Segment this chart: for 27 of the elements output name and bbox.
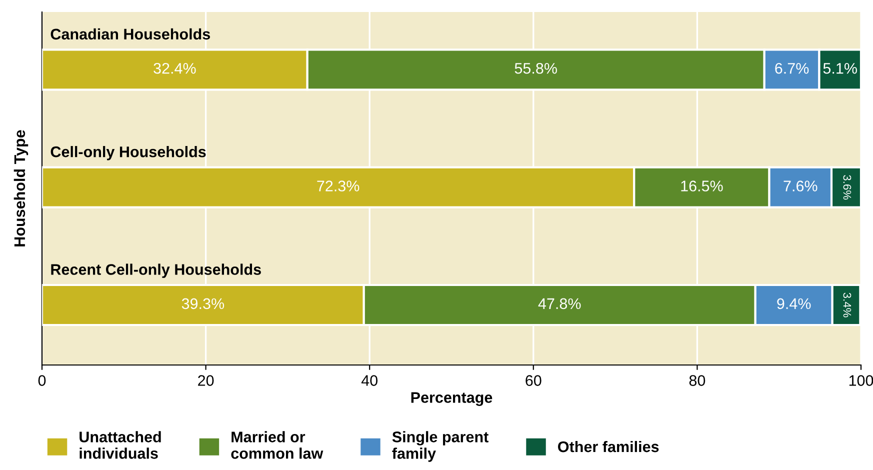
x-axis-title: Percentage	[411, 392, 492, 406]
y-axis-title: Household Type	[14, 130, 28, 246]
legend-label: Single parent family	[392, 431, 488, 462]
data-label: 55.8%	[514, 62, 557, 74]
data-label: 3.4%	[843, 292, 852, 318]
legend-label: Other families	[558, 440, 659, 452]
data-label: 9.4%	[777, 298, 811, 310]
legend-label: Unattached individuals	[80, 431, 161, 459]
data-label: 32.4%	[154, 62, 196, 74]
x-tick-label: 0	[38, 375, 46, 386]
data-label: 72.3%	[317, 180, 360, 192]
data-label: 6.7%	[775, 62, 809, 74]
y-tick-label: Recent Cell-only Households	[51, 264, 261, 278]
y-tick-label: Cell-only Households	[50, 146, 206, 160]
data-label: 5.1%	[823, 63, 857, 74]
y-tick-label: Canadian Households	[50, 28, 210, 40]
data-label: 39.3%	[182, 298, 224, 310]
data-label: 47.8%	[538, 298, 581, 310]
x-tick-label: 60	[526, 375, 542, 386]
data-label: 7.6%	[784, 180, 818, 192]
x-tick-label: 80	[689, 375, 706, 386]
legend-label: Married or common law	[231, 431, 324, 459]
x-tick-label: 40	[361, 375, 378, 386]
data-label: 3.6%	[843, 175, 852, 200]
x-tick-label: 20	[198, 375, 214, 386]
x-tick-label: 100	[849, 375, 873, 386]
data-label: 16.5%	[681, 180, 723, 192]
